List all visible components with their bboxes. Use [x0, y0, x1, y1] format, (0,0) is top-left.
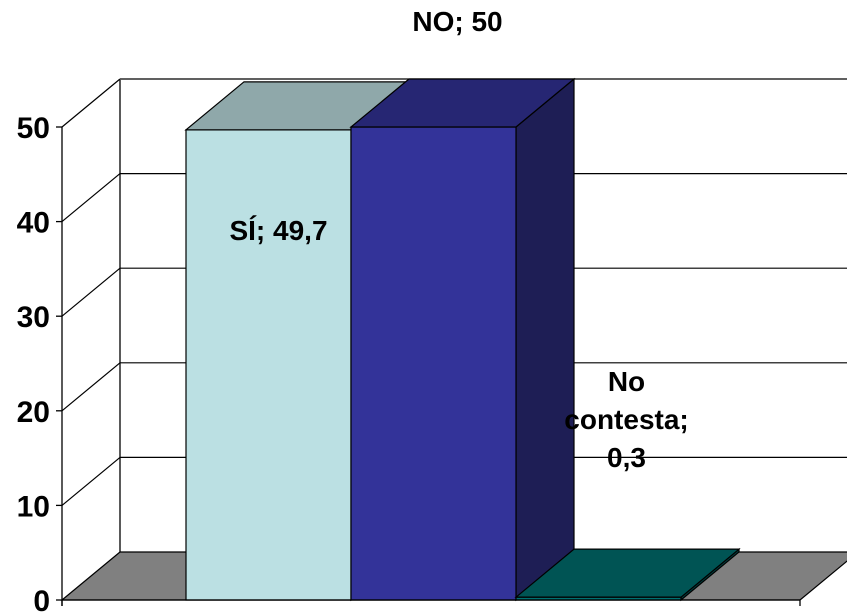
- bar: [350, 126, 517, 601]
- data-label: SÍ; 49,7: [229, 215, 327, 246]
- y-tick-label: 0: [33, 585, 50, 613]
- bar-layer: [184, 77, 741, 602]
- bar: [185, 129, 352, 601]
- label-layer: SÍ; 49,7 NO; 50 No contesta; 0,3: [229, 6, 688, 473]
- gridline-wall: [61, 362, 121, 412]
- data-label: NO; 50: [412, 6, 502, 37]
- y-tick-label: 10: [17, 490, 50, 523]
- y-tick-label: 20: [17, 396, 50, 429]
- data-label: contesta;: [564, 404, 688, 435]
- gridline-wall: [61, 78, 121, 128]
- y-tick-label: 40: [17, 207, 50, 240]
- y-tick-label: 50: [17, 112, 50, 145]
- bar-side: [515, 77, 575, 602]
- bar-top: [349, 78, 576, 128]
- data-label: No: [608, 366, 645, 397]
- axis-layer: 0 10 20 30 40 50: [17, 112, 801, 613]
- data-label: 0,3: [607, 442, 646, 473]
- bar-top: [514, 548, 741, 598]
- gridline-wall: [61, 267, 121, 317]
- y-tick-label: 30: [17, 301, 50, 334]
- gridline-wall: [61, 456, 121, 506]
- gridline-wall: [61, 173, 121, 223]
